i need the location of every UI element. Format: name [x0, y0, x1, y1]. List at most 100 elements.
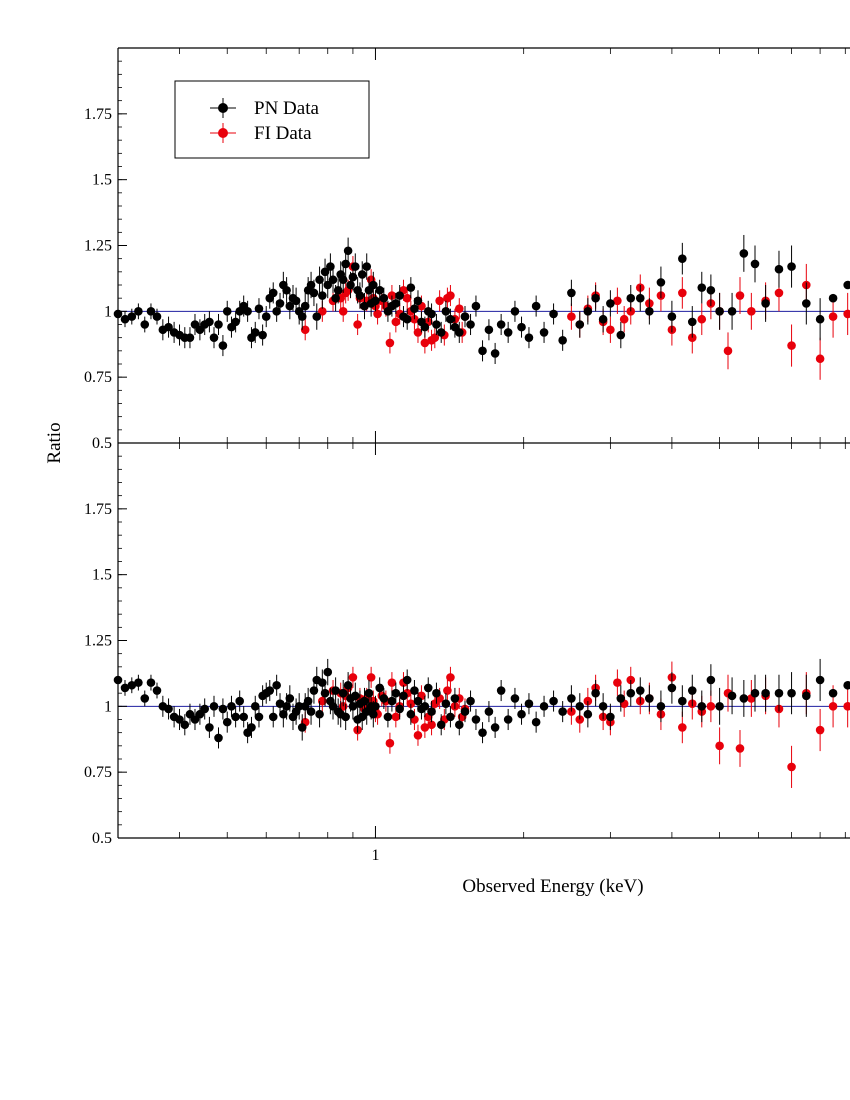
pn-data-point-marker	[395, 291, 404, 300]
fi-data-point	[613, 287, 622, 314]
pn-data-point	[306, 698, 316, 725]
pn-data-point-marker	[146, 678, 156, 687]
fi-data-point	[338, 300, 348, 322]
pn-data-point-marker	[454, 720, 464, 730]
fi-data-point	[348, 666, 358, 688]
pn-data-point-marker	[531, 301, 541, 311]
pn-data-point	[371, 695, 380, 717]
pn-data-point	[706, 664, 716, 696]
pn-data-point	[338, 266, 348, 293]
fi-data-point	[735, 730, 745, 767]
pn-data-point	[120, 311, 130, 328]
legend: PN Data FI Data	[174, 80, 370, 159]
pn-data-point	[539, 695, 549, 717]
pn-data-point-marker	[383, 712, 393, 722]
pn-data-point-marker	[761, 688, 770, 698]
fi-data-point	[715, 727, 724, 765]
pn-data-point-marker	[466, 696, 475, 706]
pn-data-point	[558, 701, 567, 723]
fi-data-point	[373, 303, 382, 325]
pn-data-point-marker	[231, 317, 240, 327]
pn-data-point	[268, 282, 278, 304]
pn-data-point-marker	[341, 712, 350, 722]
pn-data-point	[127, 677, 137, 694]
pn-data-point	[268, 706, 278, 728]
pn-data-point-marker	[843, 680, 850, 690]
pn-data-point	[318, 282, 327, 309]
pn-data-point-marker	[517, 709, 526, 719]
pn-data-point	[205, 716, 214, 738]
pn-data-point	[446, 308, 455, 330]
x-tick-label: 1	[371, 847, 379, 864]
pn-data-point	[539, 321, 549, 343]
pn-data-point-marker	[706, 675, 716, 685]
pn-data-point-marker	[432, 688, 441, 698]
pn-data-point	[214, 313, 223, 336]
pn-data-point-marker	[272, 680, 281, 690]
pn-data-point	[446, 706, 455, 728]
pn-data-point-marker	[787, 262, 796, 271]
fi-data-point	[420, 716, 430, 738]
pn-data-point-marker	[346, 280, 355, 290]
fi-data-point	[454, 298, 464, 320]
pn-data-point	[436, 321, 446, 343]
pn-data-point-marker	[175, 715, 184, 724]
pn-data-point-marker	[828, 688, 838, 698]
pn-data-point-marker	[558, 336, 567, 345]
pn-data-point-marker	[750, 259, 760, 269]
pn-data-point-marker	[496, 320, 506, 329]
pn-data-point	[222, 300, 232, 322]
pn-data-point-marker	[427, 309, 436, 319]
pn-data-point	[787, 245, 796, 288]
pn-data-point-marker	[272, 307, 281, 316]
fi-data-point-marker	[318, 696, 327, 706]
pn-data-point-marker	[243, 307, 252, 316]
pn-data-point-marker	[739, 694, 749, 703]
fi-data-point-marker	[427, 720, 436, 730]
pn-data-point	[450, 687, 460, 709]
pn-data-point	[120, 680, 130, 696]
pn-data-point-marker	[379, 293, 389, 303]
pn-data-point-marker	[503, 715, 513, 724]
pn-data-point-marker	[510, 307, 520, 316]
fi-data-point-marker	[619, 314, 629, 324]
pn-data-point	[591, 285, 600, 312]
pn-data-point-marker	[371, 702, 380, 711]
pn-data-point	[185, 327, 195, 349]
pn-data-point	[567, 279, 576, 307]
pn-data-point	[209, 695, 219, 717]
pn-data-point	[626, 680, 636, 707]
pn-data-point	[333, 277, 343, 304]
pn-data-point-marker	[706, 285, 716, 295]
pn-data-point-marker	[127, 680, 137, 690]
pn-data-point-marker	[140, 320, 150, 329]
legend-label-pn: PN Data	[254, 98, 319, 119]
pn-data-point-marker	[460, 312, 470, 321]
pn-data-point-marker	[258, 330, 267, 340]
bottom-y-tick-label: 1.5	[92, 567, 112, 584]
pn-data-point	[815, 298, 825, 341]
pn-data-point-marker	[218, 341, 228, 350]
pn-data-point-marker	[687, 686, 697, 695]
pn-data-point-marker	[787, 688, 796, 698]
fi-data-point	[735, 277, 745, 314]
pn-data-point-marker	[247, 723, 256, 732]
fi-data-point	[613, 669, 622, 696]
pn-data-point	[300, 292, 310, 320]
pn-data-point	[575, 311, 585, 338]
pn-data-point-marker	[626, 293, 636, 303]
fi-data-point-marker	[843, 309, 850, 319]
pn-data-point-marker	[517, 322, 526, 332]
pn-data-point-marker	[774, 264, 784, 274]
pn-data-point	[454, 714, 464, 736]
pn-data-point-marker	[315, 709, 324, 719]
pn-data-point	[656, 690, 666, 723]
pn-data-point-marker	[323, 667, 333, 677]
pn-data-point	[239, 706, 248, 728]
pn-data-point-marker	[222, 717, 232, 727]
pn-data-point-marker	[450, 694, 460, 703]
pn-data-point	[360, 292, 369, 320]
pn-data-point	[341, 703, 350, 731]
fi-data-point-marker	[446, 291, 455, 300]
pn-data-point	[697, 690, 707, 723]
